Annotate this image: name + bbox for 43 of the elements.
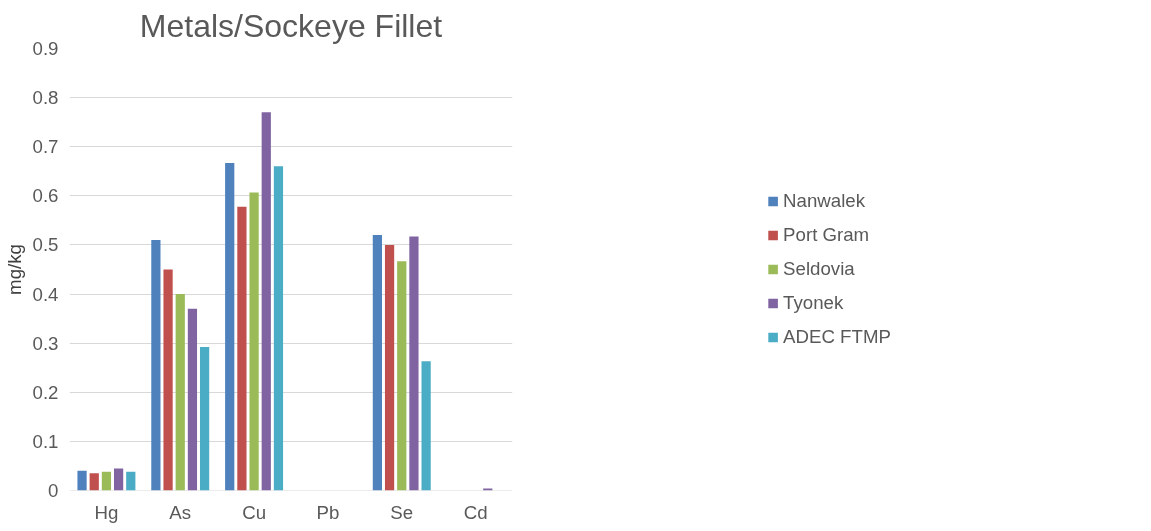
legend-label: Port Gram <box>783 224 870 246</box>
x-tick-label: Pb <box>316 501 340 523</box>
bar <box>421 361 431 491</box>
bar <box>151 240 161 491</box>
bar <box>273 166 284 491</box>
y-tick-label: 0.2 <box>32 381 59 403</box>
bar <box>187 308 198 491</box>
bar <box>409 236 419 491</box>
y-axis-title: mg/kg <box>3 244 25 295</box>
chart-title: Metals/Sockeye Fillet <box>139 7 443 44</box>
bar <box>249 192 259 491</box>
bar <box>175 294 185 491</box>
bar <box>384 244 395 491</box>
y-tick-label: 0 <box>48 480 59 501</box>
y-tick-label: 0.4 <box>32 283 59 305</box>
legend-label: ADEC FTMP <box>783 326 891 348</box>
legend-label: Seldovia <box>783 258 855 280</box>
legend-label: Tyonek <box>783 292 844 314</box>
bar <box>397 261 407 491</box>
y-tick-label: 0.3 <box>32 332 59 354</box>
y-tick-label: 0.5 <box>32 234 59 256</box>
bar <box>225 162 235 491</box>
bar <box>163 269 173 491</box>
bar <box>101 471 112 491</box>
bar <box>261 112 271 491</box>
y-tick-label: 0.7 <box>32 136 59 158</box>
bar <box>237 206 247 491</box>
bar <box>89 473 99 491</box>
x-tick-label: Se <box>390 501 414 523</box>
bar <box>126 471 136 491</box>
bar <box>372 235 382 491</box>
bar <box>200 347 210 491</box>
bar <box>113 468 124 491</box>
y-tick-label: 0.8 <box>32 87 59 109</box>
bar <box>77 470 87 491</box>
x-tick-label: Cu <box>242 501 267 523</box>
x-tick-label: Cd <box>463 501 488 523</box>
y-tick-label: 0.1 <box>32 430 59 452</box>
x-tick-label: Hg <box>94 501 119 523</box>
y-tick-label: 0.9 <box>32 38 59 59</box>
y-tick-label: 0.6 <box>32 185 59 207</box>
legend-label: Nanwalek <box>783 190 866 212</box>
x-tick-label: As <box>169 501 192 523</box>
